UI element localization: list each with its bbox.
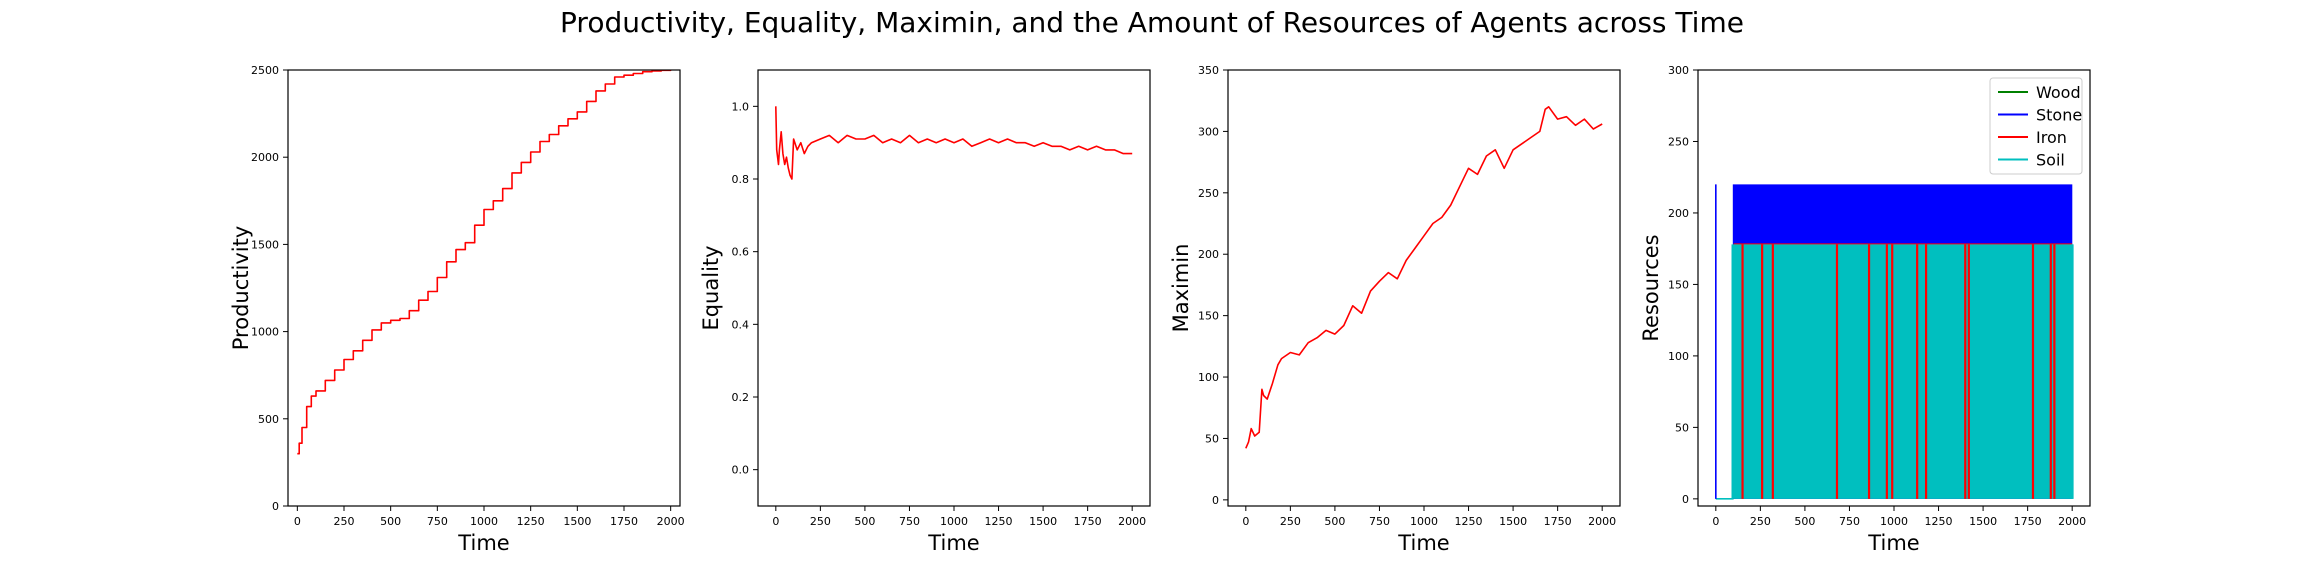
ytick-label: 0.8 (732, 173, 750, 186)
legend-label-soil: Soil (2036, 151, 2065, 170)
legend-box (1989, 77, 2083, 175)
legend-label-stone: Stone (2036, 106, 2082, 125)
x-axis-label: Time (1867, 531, 1919, 555)
x-axis-label: Time (457, 531, 509, 555)
y-axis-label: Resources (1639, 234, 1663, 341)
ytick-label: 300 (1668, 64, 1689, 77)
xtick-label: 1000 (1880, 515, 1908, 528)
xtick-label: 1250 (985, 515, 1013, 528)
xtick-label: 500 (1794, 515, 1815, 528)
figure-title: Productivity, Equality, Maximin, and the… (560, 6, 1744, 39)
xtick-label: 2000 (1588, 515, 1616, 528)
plot-area-4 (1715, 184, 2074, 500)
subplot-2: 0 250 500 750 1000 1250 1500 1750 2000 0.0 0.2 0.4 0… (699, 69, 1151, 555)
y-axis-label: Maximin (1169, 244, 1193, 333)
xtick-label: 0 (294, 515, 301, 528)
ytick-label: 1.0 (732, 100, 750, 113)
xtick-label: 2000 (1118, 515, 1146, 528)
ytick-label: 200 (1668, 207, 1689, 220)
plot-area-3 (1245, 106, 1603, 449)
ytick-label: 250 (1668, 135, 1689, 148)
ytick-label: 2000 (251, 151, 279, 164)
axes-frame-2 (757, 69, 1151, 507)
xtick-label: 250 (1750, 515, 1771, 528)
ytick-label: 100 (1198, 371, 1219, 384)
ytick-label: 1500 (251, 238, 279, 251)
xtick-label: 1750 (1074, 515, 1102, 528)
plot-area-2 (775, 106, 1133, 180)
ytick-label: 150 (1198, 310, 1219, 323)
xtick-label: 500 (380, 515, 401, 528)
ytick-label: 0.0 (732, 464, 750, 477)
ytick-label: 100 (1668, 350, 1689, 363)
ytick-label: 0 (1682, 493, 1689, 506)
x-axis-label: Time (1397, 531, 1449, 555)
y-axis-label: Productivity (229, 226, 253, 351)
plot-area-1 (297, 70, 672, 455)
xtick-label: 0 (772, 515, 779, 528)
ytick-label: 0 (272, 500, 279, 513)
series-line-2-0 (775, 106, 1133, 180)
ytick-label: 350 (1198, 64, 1219, 77)
ytick-label: 500 (258, 413, 279, 426)
ytick-label: 150 (1668, 278, 1689, 291)
x-axis-label: Time (927, 531, 979, 555)
ytick-label: 300 (1198, 125, 1219, 138)
ytick-label: 50 (1205, 432, 1219, 445)
subplot-4: 0 250 500 750 1000 1250 1500 1750 2000 0 50 100 150 2… (1639, 64, 2091, 555)
ytick-label: 250 (1198, 187, 1219, 200)
xtick-label: 250 (810, 515, 831, 528)
ytick-label: 0.4 (732, 318, 750, 331)
ytick-label: 50 (1675, 421, 1689, 434)
xtick-label: 1750 (610, 515, 638, 528)
xtick-label: 750 (1839, 515, 1860, 528)
xtick-label: 1750 (2014, 515, 2042, 528)
subplot-1: 0 250 500 750 1000 1250 1500 1750 2000 0 500 1000 15… (229, 64, 685, 555)
xtick-label: 750 (427, 515, 448, 528)
xtick-label: 0 (1242, 515, 1249, 528)
xtick-label: 2000 (2058, 515, 2086, 528)
xtick-label: 750 (899, 515, 920, 528)
xtick-label: 1750 (1544, 515, 1572, 528)
xtick-label: 1500 (1499, 515, 1527, 528)
y-axis-label: Equality (699, 245, 723, 330)
series-soil (1731, 244, 2074, 499)
xtick-label: 1500 (1969, 515, 1997, 528)
series-line-1-0 (297, 70, 672, 455)
xtick-label: 1250 (1455, 515, 1483, 528)
axes-frame-3 (1227, 69, 1621, 507)
ytick-label: 200 (1198, 248, 1219, 261)
ytick-label: 0 (1212, 494, 1219, 507)
xtick-label: 0 (1712, 515, 1719, 528)
legend-label-iron: Iron (2036, 128, 2067, 147)
xtick-label: 2000 (657, 515, 685, 528)
xtick-label: 1000 (470, 515, 498, 528)
xtick-label: 250 (1280, 515, 1301, 528)
xtick-label: 1500 (563, 515, 591, 528)
subplot-3: 0 250 500 750 1000 1250 1500 1750 2000 0 50 100 150 2… (1169, 64, 1621, 555)
ytick-label: 2500 (251, 64, 279, 77)
xtick-label: 500 (1324, 515, 1345, 528)
legend-label-wood: Wood (2036, 83, 2081, 102)
ytick-label: 1000 (251, 326, 279, 339)
xtick-label: 1000 (1410, 515, 1438, 528)
ytick-label: 0.6 (732, 246, 750, 259)
xtick-label: 1250 (1925, 515, 1953, 528)
xtick-label: 500 (854, 515, 875, 528)
xtick-label: 250 (334, 515, 355, 528)
legend: Wood Stone Iron Soil (1989, 77, 2083, 175)
xtick-label: 750 (1369, 515, 1390, 528)
xtick-label: 1000 (940, 515, 968, 528)
ytick-label: 0.2 (732, 391, 750, 404)
xtick-label: 1500 (1029, 515, 1057, 528)
xtick-label: 1250 (517, 515, 545, 528)
series-line-3-0 (1245, 106, 1603, 449)
axes-frame-1 (287, 69, 681, 507)
